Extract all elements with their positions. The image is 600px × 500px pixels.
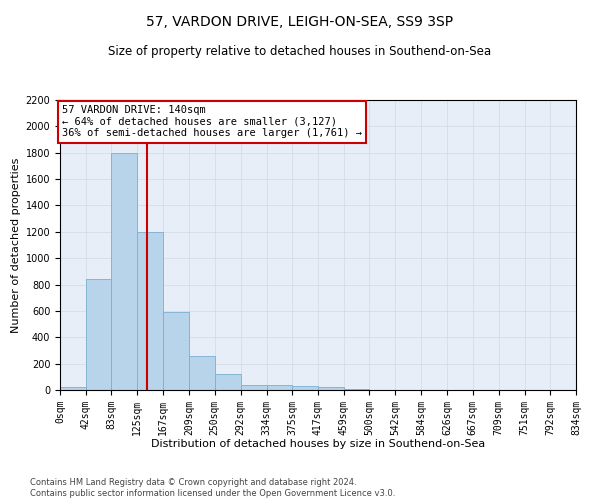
Bar (241, 384, 266, 390)
Bar (86, 280, 112, 390)
Bar (266, 384, 292, 390)
Bar (292, 386, 318, 390)
Text: 57, VARDON DRIVE, LEIGH-ON-SEA, SS9 3SP: 57, VARDON DRIVE, LEIGH-ON-SEA, SS9 3SP (146, 15, 454, 29)
Y-axis label: Number of detached properties: Number of detached properties (11, 158, 22, 332)
Bar (163, 312, 190, 390)
Bar (60, 388, 86, 390)
Text: Size of property relative to detached houses in Southend-on-Sea: Size of property relative to detached ho… (109, 45, 491, 58)
Bar (190, 356, 215, 390)
Text: 57 VARDON DRIVE: 140sqm
← 64% of detached houses are smaller (3,127)
36% of semi: 57 VARDON DRIVE: 140sqm ← 64% of detache… (62, 106, 362, 138)
Bar (215, 374, 241, 390)
X-axis label: Distribution of detached houses by size in Southend-on-Sea: Distribution of detached houses by size … (151, 439, 485, 449)
Bar (112, 152, 137, 390)
Bar (137, 232, 163, 390)
Text: Contains HM Land Registry data © Crown copyright and database right 2024.
Contai: Contains HM Land Registry data © Crown c… (30, 478, 395, 498)
Bar (318, 388, 344, 390)
